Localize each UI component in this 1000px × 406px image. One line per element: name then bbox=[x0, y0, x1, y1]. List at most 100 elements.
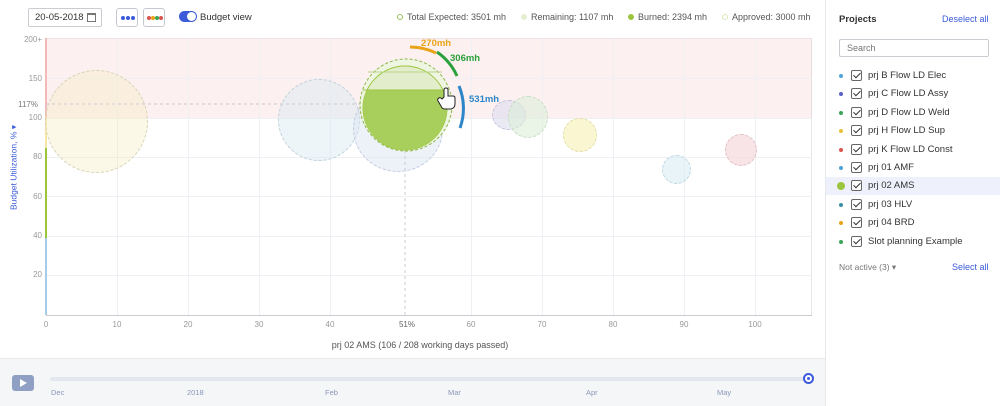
project-bubble[interactable] bbox=[278, 79, 360, 161]
project-item[interactable]: prj 01 AMF bbox=[826, 159, 1000, 177]
gridline bbox=[117, 38, 118, 315]
timeline-handle[interactable] bbox=[803, 373, 814, 384]
color-mode-multi-button[interactable] bbox=[143, 8, 165, 27]
project-item[interactable]: prj K Flow LD Const bbox=[826, 141, 1000, 159]
x-tick-label: 60 bbox=[466, 320, 476, 329]
sidebar-title: Projects bbox=[839, 14, 877, 25]
project-color-dot bbox=[839, 92, 843, 96]
project-checkbox[interactable] bbox=[851, 144, 862, 155]
x-tick-label: 30 bbox=[254, 320, 264, 329]
project-color-dot bbox=[839, 166, 843, 170]
project-item[interactable]: Slot planning Example bbox=[826, 233, 1000, 251]
project-color-dot bbox=[839, 148, 843, 152]
legend-burned-swatch bbox=[628, 14, 634, 20]
legend-remaining-swatch bbox=[521, 14, 527, 20]
project-color-dot bbox=[839, 111, 843, 115]
project-item[interactable]: prj 03 HLV bbox=[826, 196, 1000, 214]
project-checkbox[interactable] bbox=[851, 199, 862, 210]
x-tick-label: 0 bbox=[43, 320, 49, 329]
timeline-month-label: May bbox=[717, 388, 732, 397]
budget-view-label: Budget view bbox=[200, 12, 252, 23]
timeline-month-label: 2018 bbox=[187, 388, 204, 397]
y-tick-label: 20 bbox=[33, 270, 42, 279]
project-color-dot bbox=[839, 240, 843, 244]
gridline bbox=[46, 236, 812, 237]
not-active-dropdown[interactable]: Not active (3) ▾ bbox=[839, 262, 897, 272]
select-all-link[interactable]: Select all bbox=[952, 262, 989, 272]
project-item[interactable]: prj C Flow LD Assy bbox=[826, 85, 1000, 103]
project-checkbox[interactable] bbox=[851, 70, 862, 81]
project-checkbox[interactable] bbox=[851, 217, 862, 228]
project-checkbox[interactable] bbox=[851, 162, 862, 173]
legend-total-expected: Total Expected: 3501 mh bbox=[397, 12, 506, 22]
project-checkbox[interactable] bbox=[851, 180, 862, 191]
x-tick-label: 100 bbox=[748, 320, 762, 329]
project-checkbox[interactable] bbox=[851, 88, 862, 99]
project-bubble[interactable] bbox=[725, 134, 757, 166]
x-tick-label: 10 bbox=[112, 320, 122, 329]
timeline-month-label: Mar bbox=[448, 388, 461, 397]
gridline bbox=[613, 38, 614, 315]
hand-cursor-icon bbox=[437, 87, 456, 110]
project-checkbox[interactable] bbox=[851, 236, 862, 247]
y-tick-label: 40 bbox=[33, 231, 42, 240]
gridline bbox=[188, 38, 189, 315]
date-value: 20-05-2018 bbox=[35, 12, 84, 23]
project-color-dot bbox=[839, 129, 843, 133]
project-item[interactable]: prj 04 BRD bbox=[826, 214, 1000, 232]
y-tick-label: 200+ bbox=[23, 35, 42, 44]
legend-approved-swatch bbox=[722, 14, 728, 20]
timeline-month-label: Apr bbox=[586, 388, 598, 397]
project-item[interactable]: prj D Flow LD Weld bbox=[826, 104, 1000, 122]
x-axis bbox=[46, 315, 812, 316]
project-checkbox[interactable] bbox=[851, 125, 862, 136]
crosshair-y-label: 117% bbox=[18, 100, 38, 109]
project-item[interactable]: prj H Flow LD Sup bbox=[826, 122, 1000, 140]
gridline bbox=[46, 275, 812, 276]
project-bubble[interactable] bbox=[662, 155, 691, 184]
gridline bbox=[471, 38, 472, 315]
budget-view-toggle[interactable] bbox=[179, 11, 197, 22]
color-mode-single-button[interactable] bbox=[116, 8, 138, 27]
crosshair-x-label: 51% bbox=[398, 320, 415, 329]
gridline bbox=[330, 38, 331, 315]
x-tick-label: 20 bbox=[183, 320, 193, 329]
project-color-dot bbox=[839, 203, 843, 207]
play-icon[interactable] bbox=[12, 375, 34, 391]
project-color-dot bbox=[837, 182, 845, 190]
annotation-arc-531 bbox=[457, 85, 465, 129]
timeline-track[interactable] bbox=[50, 377, 808, 381]
project-search-input[interactable] bbox=[839, 39, 989, 57]
x-tick-label: 90 bbox=[679, 320, 689, 329]
project-bubble[interactable] bbox=[45, 70, 148, 173]
y-tick-label: 80 bbox=[33, 152, 42, 161]
x-tick-label: 40 bbox=[325, 320, 335, 329]
timeline-bar: Dec 2018 Feb Mar Apr May bbox=[0, 358, 825, 406]
project-color-dot bbox=[839, 74, 843, 78]
selected-bubble-prj-02-ams[interactable] bbox=[359, 58, 453, 152]
project-checkbox[interactable] bbox=[851, 107, 862, 118]
annotation-arc-270 bbox=[409, 45, 437, 55]
legend-burned: Burned: 2394 mh bbox=[628, 12, 707, 22]
x-tick-label: 80 bbox=[608, 320, 618, 329]
deselect-all-link[interactable]: Deselect all bbox=[942, 14, 989, 24]
date-picker[interactable]: 20-05-2018 bbox=[28, 8, 102, 27]
x-tick-label: 70 bbox=[537, 320, 547, 329]
gridline bbox=[259, 38, 260, 315]
y-tick-label: 150 bbox=[28, 74, 42, 83]
timeline-month-label: Dec bbox=[51, 388, 65, 397]
project-color-dot bbox=[839, 221, 843, 225]
project-item-selected[interactable]: prj 02 AMS bbox=[826, 177, 1000, 195]
project-bubble[interactable] bbox=[508, 96, 548, 138]
legend-remaining: Remaining: 1107 mh bbox=[521, 12, 613, 22]
y-tick-label: 100 bbox=[28, 113, 42, 122]
timeline-month-label: Feb bbox=[325, 388, 338, 397]
toolbar: 20-05-2018 Budget view Total Expected: 3… bbox=[0, 0, 825, 36]
annotation-label-531: 531mh bbox=[469, 94, 500, 105]
project-item[interactable]: prj B Flow LD Elec bbox=[826, 67, 1000, 85]
legend-total-expected-swatch bbox=[397, 14, 403, 20]
annotation-label-306: 306mh bbox=[450, 53, 481, 64]
project-bubble[interactable] bbox=[563, 118, 597, 152]
gridline bbox=[542, 38, 543, 315]
